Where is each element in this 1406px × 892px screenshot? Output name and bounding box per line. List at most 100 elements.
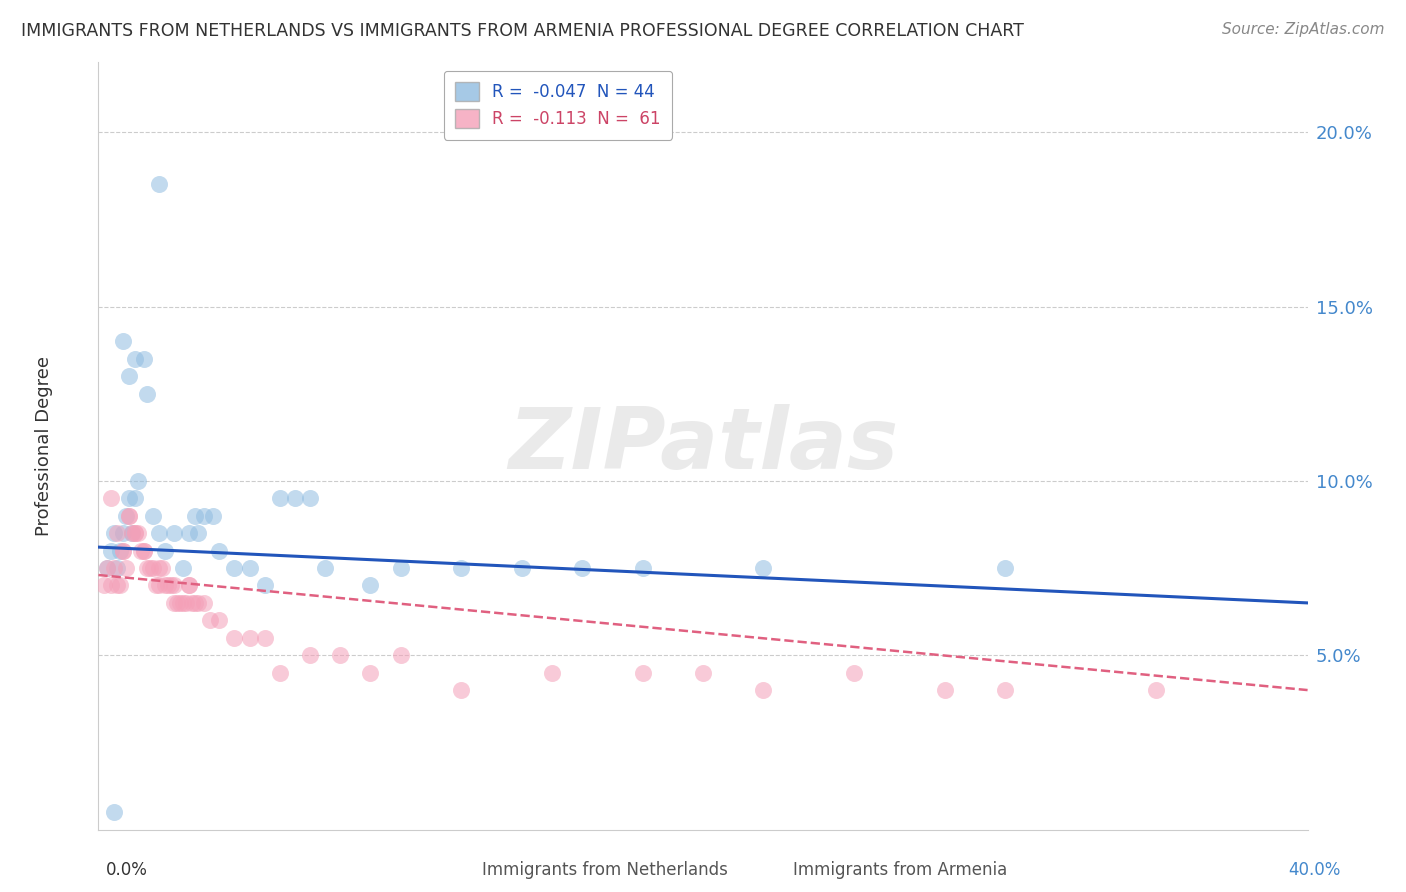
Point <box>148 578 170 592</box>
Point <box>118 491 141 506</box>
Point <box>193 596 215 610</box>
Point <box>100 578 122 592</box>
Point <box>145 578 167 592</box>
Point <box>135 561 157 575</box>
Text: 40.0%: 40.0% <box>1288 861 1341 879</box>
Point <box>253 578 276 592</box>
Point <box>100 491 122 506</box>
Point <box>163 578 186 592</box>
Point <box>299 491 322 506</box>
Point <box>100 543 122 558</box>
Point <box>253 631 276 645</box>
Point <box>111 543 134 558</box>
Text: Immigrants from Armenia: Immigrants from Armenia <box>793 861 1007 879</box>
Point <box>132 351 155 366</box>
Point <box>148 526 170 541</box>
Point <box>103 561 125 575</box>
Point <box>752 561 775 575</box>
Point <box>269 665 291 680</box>
Point <box>111 526 134 541</box>
Point <box>174 596 197 610</box>
Point <box>208 613 231 627</box>
Point <box>450 683 472 698</box>
Point <box>148 561 170 575</box>
Point <box>129 543 152 558</box>
Point <box>284 491 307 506</box>
Point <box>139 561 162 575</box>
Point <box>105 578 128 592</box>
Point <box>224 561 246 575</box>
Point <box>510 561 533 575</box>
Point <box>540 665 562 680</box>
Point <box>184 596 207 610</box>
Point <box>169 596 191 610</box>
Point <box>118 508 141 523</box>
Point <box>172 561 194 575</box>
Point <box>208 543 231 558</box>
Point <box>360 665 382 680</box>
Point <box>121 526 143 541</box>
Point <box>200 613 222 627</box>
Point <box>96 561 118 575</box>
Point <box>118 508 141 523</box>
Point <box>156 578 179 592</box>
Point <box>202 508 225 523</box>
Point <box>752 683 775 698</box>
Point <box>360 578 382 592</box>
Point <box>179 526 201 541</box>
Point <box>148 178 170 192</box>
Point <box>389 561 412 575</box>
Text: Professional Degree: Professional Degree <box>35 356 53 536</box>
Point <box>103 805 125 819</box>
Point <box>450 561 472 575</box>
Point <box>114 561 136 575</box>
Point <box>96 561 118 575</box>
Point <box>172 596 194 610</box>
Text: 0.0%: 0.0% <box>105 861 148 879</box>
Point <box>179 578 201 592</box>
Point <box>389 648 412 663</box>
Point <box>142 508 165 523</box>
Legend: R =  -0.047  N = 44, R =  -0.113  N =  61: R = -0.047 N = 44, R = -0.113 N = 61 <box>444 70 672 140</box>
Point <box>142 561 165 575</box>
Point <box>150 561 173 575</box>
Point <box>239 561 262 575</box>
Point <box>127 526 149 541</box>
Point <box>163 596 186 610</box>
Point <box>163 526 186 541</box>
Text: ZIPatlas: ZIPatlas <box>508 404 898 488</box>
Point <box>329 648 352 663</box>
Point <box>299 648 322 663</box>
Point <box>111 543 134 558</box>
Point <box>153 543 176 558</box>
Point <box>124 351 146 366</box>
Point <box>314 561 336 575</box>
Text: Source: ZipAtlas.com: Source: ZipAtlas.com <box>1222 22 1385 37</box>
Point <box>124 526 146 541</box>
Point <box>103 526 125 541</box>
Point <box>108 578 131 592</box>
Point <box>994 561 1017 575</box>
Text: IMMIGRANTS FROM NETHERLANDS VS IMMIGRANTS FROM ARMENIA PROFESSIONAL DEGREE CORRE: IMMIGRANTS FROM NETHERLANDS VS IMMIGRANT… <box>21 22 1024 40</box>
Point <box>994 683 1017 698</box>
Point <box>160 578 183 592</box>
Point <box>181 596 204 610</box>
Point <box>239 631 262 645</box>
Point <box>166 596 188 610</box>
Point <box>153 578 176 592</box>
Point <box>124 491 146 506</box>
Point <box>114 508 136 523</box>
Point <box>111 334 134 349</box>
Point <box>193 508 215 523</box>
Point <box>692 665 714 680</box>
Point <box>224 631 246 645</box>
Point <box>124 526 146 541</box>
Point <box>118 369 141 384</box>
Point <box>844 665 866 680</box>
Point <box>184 508 207 523</box>
Point <box>135 386 157 401</box>
Point <box>571 561 593 575</box>
Point <box>187 596 209 610</box>
Point <box>108 543 131 558</box>
Point <box>132 543 155 558</box>
